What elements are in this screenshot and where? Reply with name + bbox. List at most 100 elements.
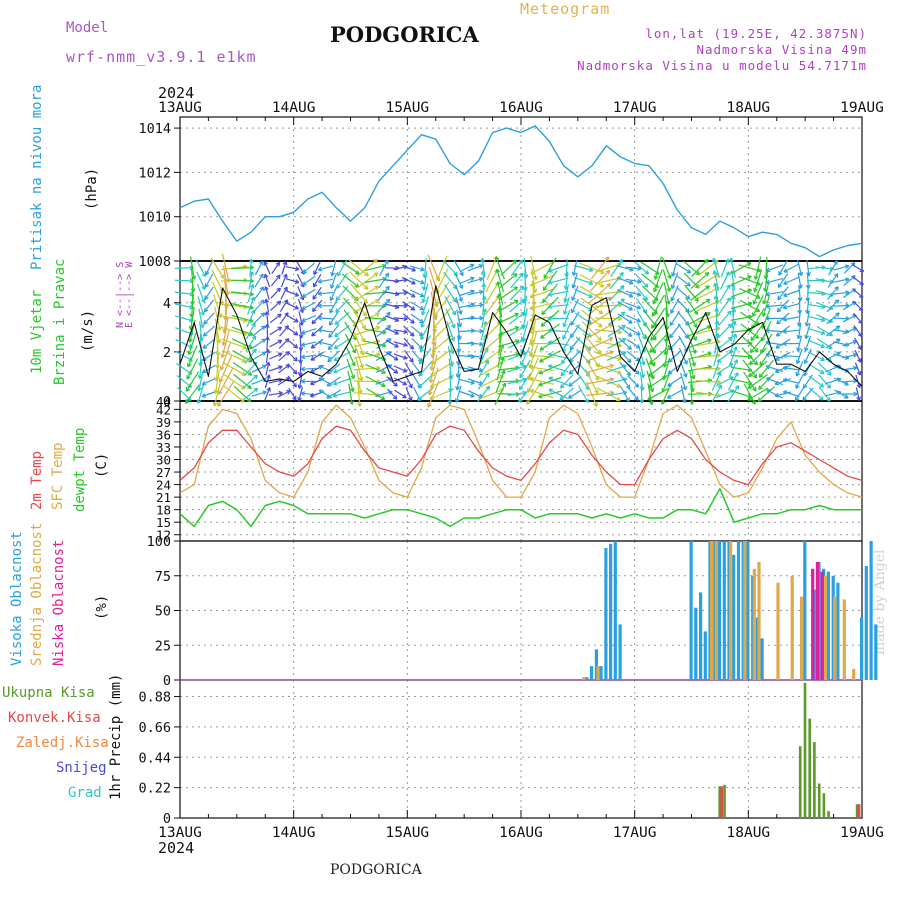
wind-arrowhead xyxy=(428,378,431,383)
y-tick-label: 50 xyxy=(155,604,171,620)
wind-arrow xyxy=(298,386,303,402)
wind-arrow xyxy=(616,277,634,285)
wind-arrowhead xyxy=(328,333,331,338)
wind-arrow xyxy=(763,282,770,305)
wind-arrowhead xyxy=(547,292,552,296)
wind-arrowhead xyxy=(349,400,353,405)
wind-arrow xyxy=(301,328,317,334)
wind-arrow xyxy=(454,284,463,302)
wind-arrowhead xyxy=(683,361,688,365)
x-tick-label-top: 14AUG xyxy=(272,100,316,116)
wind-arrow xyxy=(251,351,267,361)
wind-arrowhead xyxy=(213,389,216,394)
wind-arrowhead xyxy=(222,329,225,334)
wind-arrow xyxy=(510,259,523,277)
wind-arrowhead xyxy=(317,266,322,271)
wind-arrow xyxy=(253,286,265,300)
wind-arrowhead xyxy=(650,375,654,380)
wind-arrowhead xyxy=(360,339,365,343)
wind-arrow xyxy=(573,276,593,285)
wind-arrowhead xyxy=(634,385,639,388)
wind-arrowhead xyxy=(707,312,711,317)
wind-arrow xyxy=(419,348,432,365)
wind-arrow xyxy=(828,260,838,276)
wind-arrow xyxy=(312,286,322,300)
wind-arrowhead xyxy=(521,286,525,291)
wind-arrow xyxy=(459,390,475,398)
wind-arrow xyxy=(713,270,720,291)
wind-arrow xyxy=(590,269,610,292)
wind-arrow xyxy=(815,266,834,270)
wind-arrowhead xyxy=(458,298,463,302)
wind-arrow xyxy=(524,283,527,304)
wind-arrowhead xyxy=(858,296,864,299)
wind-arrowhead xyxy=(430,360,434,365)
wind-arrow xyxy=(299,361,302,377)
wind-arrow xyxy=(568,376,582,387)
cloud-bar xyxy=(582,677,586,680)
wind-arrowhead xyxy=(765,267,770,272)
x-tick-label-bottom: 16AUG xyxy=(499,825,543,841)
wind-arrowhead xyxy=(858,321,863,325)
wind-arrow xyxy=(617,301,633,311)
wind-arrowhead xyxy=(455,386,458,391)
wind-arrowhead xyxy=(317,303,322,307)
precip-legend-frozen: Zaledj.Kisa xyxy=(16,735,109,751)
dewpt-line xyxy=(179,488,862,528)
wind-arrow xyxy=(625,266,642,270)
wind-arrow xyxy=(328,311,339,326)
wind-arrow xyxy=(364,291,387,295)
wind-arrowhead xyxy=(821,293,826,297)
wind-arrow xyxy=(218,368,234,395)
wind-arrowhead xyxy=(644,272,649,275)
wind-arrow xyxy=(794,386,805,402)
wind-arrow xyxy=(243,387,259,401)
wind-arrow xyxy=(776,299,790,313)
wind-arrowhead xyxy=(301,329,305,334)
wind-arrowhead xyxy=(200,311,204,316)
wind-arrow xyxy=(782,355,800,358)
wind-arrow xyxy=(678,335,689,352)
wind-arrow xyxy=(543,257,557,279)
wind-arrowhead xyxy=(608,283,611,288)
wind-arrow xyxy=(759,346,774,366)
wind-arrow xyxy=(688,325,711,337)
wind-arrowhead xyxy=(515,326,520,331)
wind-arrow xyxy=(765,256,768,280)
wind-arrowhead xyxy=(661,388,664,393)
wind-arrowhead xyxy=(333,356,337,361)
wind-arrow xyxy=(498,326,519,336)
wind-arrowhead xyxy=(782,316,787,321)
wind-arrow xyxy=(675,262,691,274)
wind-arrow xyxy=(199,359,203,379)
cloud-bar xyxy=(776,582,780,680)
wind-arrowhead xyxy=(326,394,330,399)
wind-arrowhead xyxy=(622,325,626,330)
wind-arrow xyxy=(268,379,283,384)
wind-arrow xyxy=(298,311,303,326)
wind-arrowhead xyxy=(782,353,787,357)
wind-arrow xyxy=(616,265,634,271)
wind-arrow xyxy=(213,381,221,407)
wind-arrow xyxy=(265,349,269,363)
wind-arrow xyxy=(436,255,448,281)
wind-arrow xyxy=(342,285,359,301)
wind-arrowhead xyxy=(805,297,809,302)
wind-arrowhead xyxy=(629,282,634,285)
wind-arrow xyxy=(590,256,610,280)
wind-arrowhead xyxy=(777,295,780,300)
wind-arrow xyxy=(405,387,413,401)
wind-arrowhead xyxy=(584,399,589,404)
wind-arrowhead xyxy=(454,398,457,403)
wind-arrow xyxy=(386,388,398,400)
wind-arrowhead xyxy=(690,375,695,380)
cloud-bar xyxy=(703,631,707,680)
wind-arrow xyxy=(626,338,641,349)
cloud-bar xyxy=(823,575,827,681)
wind-arrowhead xyxy=(410,321,415,324)
wind-arrowhead xyxy=(317,291,322,295)
wind-arrowhead xyxy=(362,313,367,317)
wind-arrowhead xyxy=(393,384,398,387)
wind-arrow xyxy=(586,350,614,362)
wind-arrow xyxy=(826,312,840,325)
